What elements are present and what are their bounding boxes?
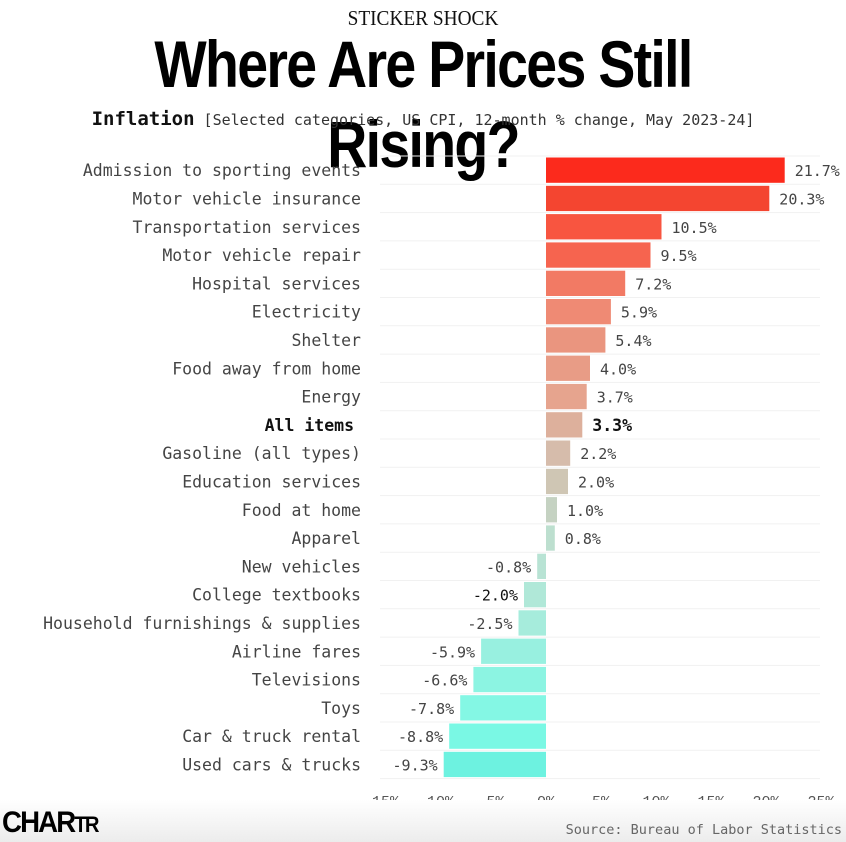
chart-subtitle: Inflation [Selected categories, US CPI, … (0, 108, 846, 130)
category-label: Apparel (291, 529, 361, 548)
bar (481, 638, 546, 664)
category-label: Hospital services (192, 274, 361, 293)
chart-kicker: STICKER SHOCK (347, 6, 499, 30)
category-label: Energy (301, 388, 361, 407)
category-label: New vehicles (242, 557, 361, 576)
value-labels: 21.7% 20.3% 10.5% 9.5% 7.2% 5.9% 5.4% 4.0% 3.7% 3… (393, 162, 840, 774)
bar (546, 412, 583, 438)
category-label: Motor vehicle repair (162, 246, 361, 265)
bar (546, 157, 785, 183)
bar (546, 185, 770, 212)
bars (443, 157, 785, 778)
category-labels: Admission to sporting events Motor vehicl… (43, 161, 361, 774)
source-note: Source: Bureau of Labor Statistics (565, 822, 842, 838)
bar (460, 695, 546, 721)
value-label: 3.7% (597, 389, 633, 407)
bar (546, 355, 590, 381)
bar (449, 723, 546, 749)
footer-band (0, 800, 846, 842)
value-label: -0.8% (486, 558, 531, 576)
bar (546, 525, 555, 551)
category-label: Used cars & trucks (182, 755, 361, 774)
bar (546, 270, 626, 296)
category-label: All items (265, 416, 354, 435)
value-label: 2.2% (580, 445, 616, 463)
bar (473, 666, 546, 693)
value-label: 3.3% (592, 416, 632, 435)
category-label: Household furnishings & supplies (43, 614, 361, 633)
bar (546, 327, 606, 353)
value-label: 2.0% (578, 473, 614, 491)
chart-title: Where Are Prices Still Rising? (154, 27, 693, 181)
category-label: Airline fares (232, 642, 361, 661)
category-label: Admission to sporting events (83, 161, 361, 180)
category-label: College textbooks (192, 586, 361, 605)
category-label: Motor vehicle insurance (133, 189, 361, 208)
logo-main: CHAR (2, 806, 76, 839)
bar (546, 383, 587, 410)
category-label: Toys (321, 699, 361, 718)
value-label: -9.3% (393, 756, 438, 774)
value-label: 5.4% (615, 332, 651, 350)
value-label: 10.5% (672, 219, 717, 237)
bar (443, 751, 546, 778)
value-label: -2.0% (473, 587, 518, 605)
category-label: Electricity (252, 303, 361, 322)
row-separators (380, 155, 820, 780)
bar (546, 497, 557, 523)
value-label: -2.5% (467, 615, 512, 633)
value-label: -8.8% (398, 728, 443, 746)
bar (518, 610, 546, 636)
value-label: -6.6% (422, 672, 467, 690)
category-label: Car & truck rental (182, 727, 361, 746)
bar (546, 440, 571, 466)
bar (546, 299, 611, 325)
bar (546, 214, 662, 240)
value-label: -5.9% (430, 643, 475, 661)
value-label: 0.8% (565, 530, 601, 548)
chartr-logo: CHARTR (2, 806, 100, 840)
category-label: Food away from home (172, 359, 361, 378)
category-label: Gasoline (all types) (162, 444, 361, 463)
value-label: 20.3% (779, 190, 824, 208)
category-label: Transportation services (133, 218, 361, 237)
value-label: 7.2% (635, 275, 671, 293)
value-label: 21.7% (795, 162, 840, 180)
category-label: Food at home (242, 501, 361, 520)
category-label: Televisions (252, 671, 361, 690)
bar (546, 468, 568, 495)
value-label: 5.9% (621, 304, 657, 322)
value-label: -7.8% (409, 700, 454, 718)
subtitle-description: [Selected categories, US CPI, 12-month %… (203, 111, 755, 129)
value-label: 1.0% (567, 502, 603, 520)
value-label: 9.5% (661, 247, 697, 265)
bar (546, 242, 651, 268)
subtitle-topic: Inflation (91, 108, 195, 130)
category-label: Shelter (291, 331, 361, 350)
logo-small: TR (74, 812, 99, 837)
category-label: Education services (182, 472, 361, 491)
bar (524, 582, 546, 608)
bar (537, 553, 546, 579)
value-label: 4.0% (600, 360, 636, 378)
